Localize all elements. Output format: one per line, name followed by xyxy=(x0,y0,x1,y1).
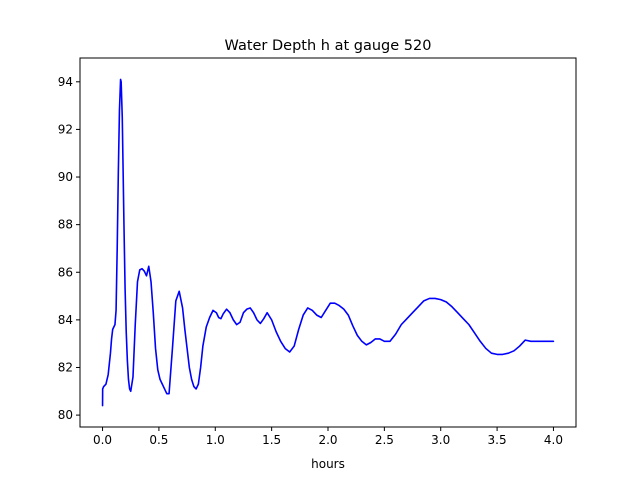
x-axis-label: hours xyxy=(311,457,345,471)
chart-title: Water Depth h at gauge 520 xyxy=(225,38,432,54)
y-tick-label: 94 xyxy=(58,75,73,89)
y-tick-label: 86 xyxy=(58,265,73,279)
y-tick-label: 90 xyxy=(58,170,73,184)
x-tick-label: 3.5 xyxy=(488,433,507,447)
series-line-0 xyxy=(101,78,555,407)
x-tick-label: 2.5 xyxy=(375,433,394,447)
y-tick-label: 92 xyxy=(58,122,73,136)
plot-area: 0.0 0.5 1.0 1.5 2.0 2.5 3.0 3.5 4.0 80 82 84 86 88 90 9… xyxy=(58,57,577,447)
y-tick-label: 82 xyxy=(58,360,73,374)
x-tick-label: 1.0 xyxy=(206,433,225,447)
y-tick-label: 80 xyxy=(58,408,73,422)
y-tick-label: 84 xyxy=(58,313,73,327)
y-tick-label: 88 xyxy=(58,218,73,232)
x-tick-label: 3.0 xyxy=(431,433,450,447)
x-tick-label: 1.5 xyxy=(262,433,281,447)
x-tick-label: 4.0 xyxy=(544,433,563,447)
x-tick-label: 2.0 xyxy=(318,433,337,447)
x-tick-label: 0.5 xyxy=(149,433,168,447)
x-tick-label: 0.0 xyxy=(93,433,112,447)
